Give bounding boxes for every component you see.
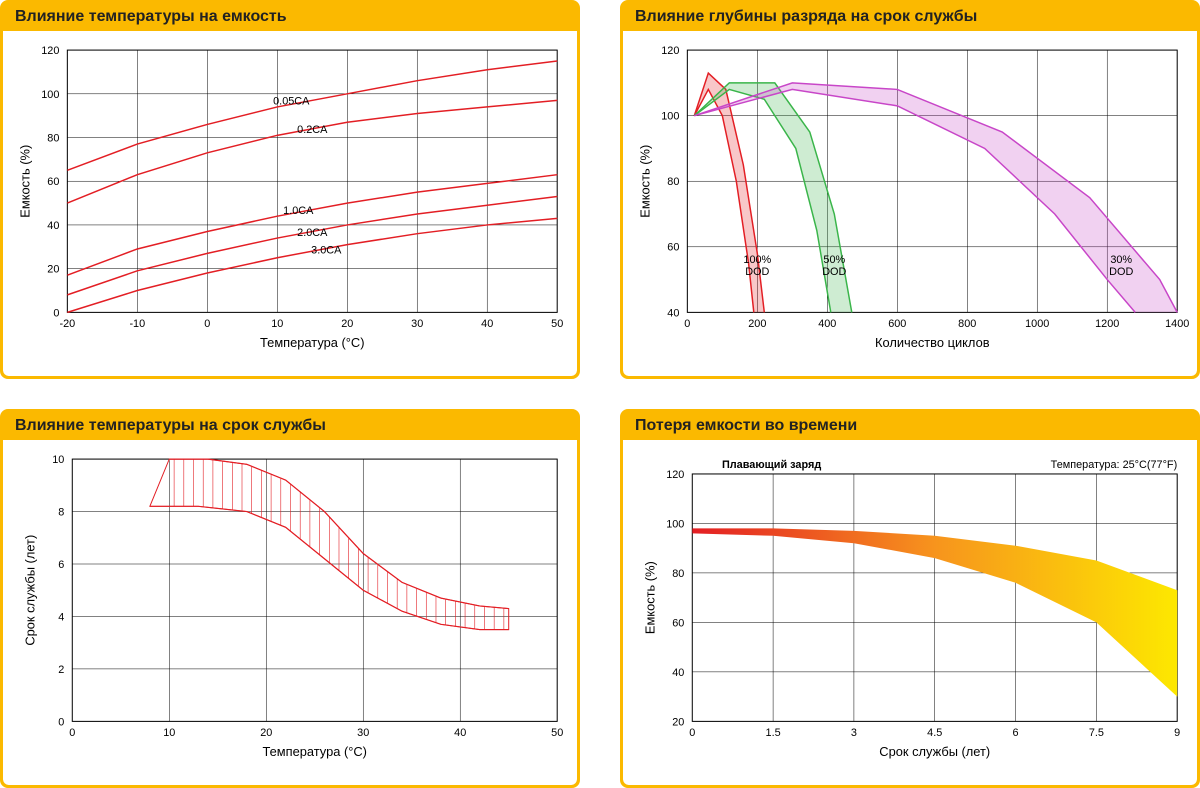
svg-text:60: 60 [47, 176, 59, 188]
panel-title: Влияние температуры на емкость [3, 3, 577, 31]
panel-temp-life: Влияние температуры на срок службы 01020… [0, 409, 580, 788]
svg-text:60: 60 [667, 242, 679, 254]
svg-text:0: 0 [684, 318, 690, 330]
svg-text:3.0CA: 3.0CA [311, 244, 342, 256]
svg-text:10: 10 [271, 318, 283, 330]
svg-text:600: 600 [888, 318, 906, 330]
svg-text:Плавающий заряд: Плавающий заряд [722, 459, 821, 471]
svg-text:800: 800 [958, 318, 976, 330]
svg-text:20: 20 [672, 716, 684, 728]
panel-temp-capacity: Влияние температуры на емкость -20 -10 0 10… [0, 0, 580, 379]
chart-capacity-time: 0 1.5 3 4.5 6 7.5 9 20 40 60 80 100 120 Срок службы (… [623, 440, 1197, 785]
panel-title: Влияние глубины разряда на срок службы [623, 3, 1197, 31]
svg-text:6: 6 [1013, 727, 1019, 739]
svg-text:Срок службы (лет): Срок службы (лет) [23, 535, 38, 646]
svg-text:Температура: 25°C(77°F): Температура: 25°C(77°F) [1051, 459, 1178, 471]
panel-capacity-time: Потеря емкости во времени 0 1.5 3 4.5 6 7.5 9 2… [620, 409, 1200, 788]
svg-text:0: 0 [53, 307, 59, 319]
svg-text:30: 30 [357, 727, 369, 739]
svg-text:10: 10 [52, 454, 64, 466]
svg-text:1.0CA: 1.0CA [283, 205, 314, 217]
svg-text:-20: -20 [59, 318, 75, 330]
svg-text:30%: 30% [1110, 254, 1132, 266]
svg-text:10: 10 [163, 727, 175, 739]
svg-text:120: 120 [666, 469, 684, 481]
svg-text:50: 50 [551, 727, 563, 739]
svg-text:100: 100 [41, 89, 59, 101]
svg-text:40: 40 [481, 318, 493, 330]
svg-text:Емкость (%): Емкость (%) [643, 561, 658, 634]
svg-text:4: 4 [58, 611, 64, 623]
svg-text:60: 60 [672, 617, 684, 629]
svg-text:1400: 1400 [1165, 318, 1189, 330]
svg-text:80: 80 [667, 176, 679, 188]
chart-temp-life: 0 10 20 30 40 50 0 2 4 6 8 10 Температура (°C) Срок с… [3, 440, 577, 785]
svg-text:4.5: 4.5 [927, 727, 942, 739]
svg-text:100: 100 [666, 518, 684, 530]
svg-text:6: 6 [58, 559, 64, 571]
svg-text:40: 40 [667, 307, 679, 319]
svg-text:120: 120 [661, 45, 679, 57]
svg-text:0: 0 [204, 318, 210, 330]
svg-text:3: 3 [851, 727, 857, 739]
svg-text:DOD: DOD [1109, 266, 1133, 278]
svg-text:20: 20 [341, 318, 353, 330]
svg-text:Емкость (%): Емкость (%) [638, 145, 653, 218]
svg-text:80: 80 [672, 568, 684, 580]
svg-text:80: 80 [47, 132, 59, 144]
panel-title: Потеря емкости во времени [623, 412, 1197, 440]
svg-text:9: 9 [1174, 727, 1180, 739]
svg-text:-10: -10 [129, 318, 145, 330]
svg-text:1000: 1000 [1025, 318, 1049, 330]
svg-text:DOD: DOD [822, 266, 846, 278]
svg-text:Емкость (%): Емкость (%) [18, 145, 33, 218]
chart-grid: Влияние температуры на емкость -20 -10 0 10… [0, 0, 1200, 788]
svg-text:0: 0 [69, 727, 75, 739]
svg-text:8: 8 [58, 507, 64, 519]
svg-text:Температура (°C): Температура (°C) [260, 335, 364, 350]
svg-text:50: 50 [551, 318, 563, 330]
chart-dod-life: 0 200 400 600 800 1000 1200 1400 40 60 80 100 120 Кол… [623, 31, 1197, 376]
svg-text:1200: 1200 [1095, 318, 1119, 330]
svg-text:1.5: 1.5 [766, 727, 781, 739]
chart-temp-capacity: -20 -10 0 10 20 30 40 50 0 20 40 60 80 100 120 Температ… [3, 31, 577, 376]
svg-text:200: 200 [748, 318, 766, 330]
svg-text:0: 0 [689, 727, 695, 739]
panel-body: 0 200 400 600 800 1000 1200 1400 40 60 80 100 120 Кол… [623, 31, 1197, 376]
svg-text:0: 0 [58, 716, 64, 728]
svg-text:40: 40 [454, 727, 466, 739]
svg-text:120: 120 [41, 45, 59, 57]
panel-body: -20 -10 0 10 20 30 40 50 0 20 40 60 80 100 120 Температ… [3, 31, 577, 376]
svg-text:2: 2 [58, 664, 64, 676]
svg-text:100: 100 [661, 111, 679, 123]
svg-text:DOD: DOD [745, 266, 769, 278]
svg-text:30: 30 [411, 318, 423, 330]
panel-body: 0 10 20 30 40 50 0 2 4 6 8 10 Температура (°C) Срок с… [3, 440, 577, 785]
svg-text:20: 20 [260, 727, 272, 739]
svg-text:7.5: 7.5 [1089, 727, 1104, 739]
svg-text:Температура (°C): Температура (°C) [263, 744, 367, 759]
svg-text:40: 40 [672, 667, 684, 679]
svg-text:100%: 100% [743, 254, 771, 266]
svg-text:Количество циклов: Количество циклов [875, 335, 990, 350]
panel-dod-life: Влияние глубины разряда на срок службы 0… [620, 0, 1200, 379]
svg-text:400: 400 [818, 318, 836, 330]
panel-body: 0 1.5 3 4.5 6 7.5 9 20 40 60 80 100 120 Срок службы (… [623, 440, 1197, 785]
svg-text:0.2CA: 0.2CA [297, 124, 328, 136]
svg-text:Срок службы (лет): Срок службы (лет) [879, 744, 990, 759]
panel-title: Влияние температуры на срок службы [3, 412, 577, 440]
svg-text:20: 20 [47, 264, 59, 276]
svg-text:0.05CA: 0.05CA [273, 96, 310, 108]
svg-text:50%: 50% [823, 254, 845, 266]
svg-text:40: 40 [47, 220, 59, 232]
svg-text:2.0CA: 2.0CA [297, 227, 328, 239]
